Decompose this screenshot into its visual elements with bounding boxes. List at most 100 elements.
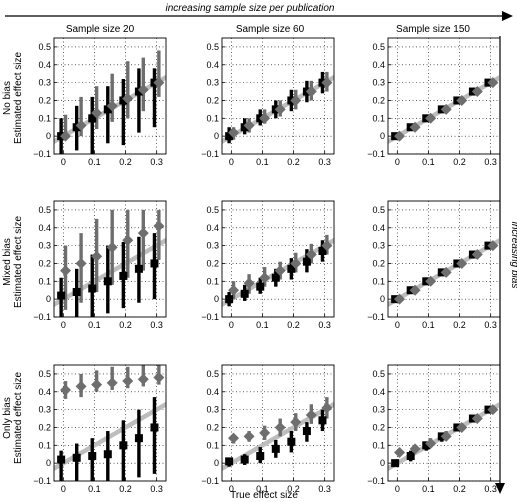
- y-tick-label: 0.4: [38, 223, 51, 233]
- panel-r1-c1: −0.1 0 0.1 0.2 0.3 0.4 0.5 0 0.1 0.2 0.3: [33, 37, 167, 167]
- gray-point: [487, 404, 499, 416]
- identity-line: [222, 402, 334, 471]
- gray-point: [274, 103, 286, 115]
- gray-point: [259, 112, 271, 124]
- gray-point: [153, 371, 165, 383]
- black-point: [103, 277, 112, 286]
- x-tick-label: 0.2: [119, 484, 132, 494]
- black-point: [150, 259, 159, 268]
- y-tick-label: 0: [380, 294, 385, 304]
- black-point: [240, 455, 249, 464]
- gray-point: [243, 119, 255, 131]
- gray-point: [440, 266, 452, 278]
- identity-line: [54, 402, 166, 471]
- gray-point: [394, 446, 406, 458]
- y-tick-label: −0.1: [201, 476, 219, 486]
- gray-point: [305, 86, 317, 98]
- gray-point: [122, 234, 134, 246]
- y-tick-label: −0.1: [201, 312, 219, 322]
- black-point: [318, 246, 327, 255]
- black-point: [302, 257, 311, 266]
- x-tick-label: 0: [395, 484, 400, 494]
- gray-point: [91, 107, 103, 119]
- ylabel-row-2: Estimated effect size: [13, 216, 24, 309]
- y-tick-label: 0.2: [372, 95, 385, 105]
- x-tick-label: 0: [61, 157, 66, 167]
- gray-point: [137, 227, 149, 239]
- gray-point: [60, 265, 72, 277]
- y-tick-label: 0: [380, 458, 385, 468]
- y-tick-label: −0.1: [367, 149, 385, 159]
- gray-point: [409, 284, 421, 296]
- column-title-sample-20: Sample size 20: [66, 24, 135, 35]
- black-point: [302, 427, 311, 436]
- black-point: [406, 452, 415, 461]
- y-tick-label: 0.3: [38, 78, 51, 88]
- x-tick-label: 0.1: [88, 484, 101, 494]
- x-tick-label: 0.2: [287, 484, 300, 494]
- y-tick-label: −0.1: [33, 476, 51, 486]
- panel-plot-area: [54, 209, 166, 317]
- panel-frame: [387, 200, 501, 318]
- column-title-sample-60: Sample size 60: [236, 24, 305, 35]
- y-tick-label: 0.4: [206, 223, 219, 233]
- gray-point: [487, 77, 499, 89]
- x-tick-label: 0.2: [119, 157, 132, 167]
- x-tick-label: 0.1: [256, 484, 269, 494]
- side-arrow-head: [495, 483, 505, 494]
- x-tick-label: 0: [395, 320, 400, 330]
- black-point: [88, 284, 97, 293]
- y-tick-label: 0.5: [372, 205, 385, 215]
- gray-point: [425, 438, 437, 450]
- x-axis-label: True effect size: [230, 490, 298, 501]
- gray-point: [290, 94, 302, 106]
- x-tick-label: 0.1: [88, 320, 101, 330]
- y-tick-label: 0.5: [372, 369, 385, 379]
- identity-line: [54, 238, 166, 307]
- row-title-only-bias: Only bias: [2, 397, 13, 439]
- black-point: [134, 87, 143, 96]
- gray-point: [274, 421, 286, 433]
- gray-point: [487, 240, 499, 252]
- y-tick-label: −0.1: [33, 149, 51, 159]
- gray-point: [122, 93, 134, 105]
- y-tick-label: 0.5: [206, 205, 219, 215]
- y-tick-label: −0.1: [367, 476, 385, 486]
- x-tick-label: 0.2: [453, 484, 466, 494]
- panels-group: −0.1 0 0.1 0.2 0.3 0.4 0.5 0 0.1 0.2 0.3 −0.1 0 0.1 0.…: [33, 37, 501, 494]
- y-tick-label: −0.1: [367, 312, 385, 322]
- panel-r3-c1: −0.1 0 0.1 0.2 0.3 0.4 0.5 0 0.1 0.2 0.3: [33, 364, 167, 494]
- y-tick-label: 0.1: [206, 113, 219, 123]
- gray-point: [106, 377, 118, 389]
- x-tick-label: 0: [229, 484, 234, 494]
- panel-frame: [387, 37, 501, 155]
- ylabel-row-1: Estimated effect size: [13, 52, 24, 145]
- gray-point: [153, 77, 165, 89]
- x-tick-label: 0.3: [150, 484, 163, 494]
- x-tick-label: 0.1: [256, 157, 269, 167]
- gray-point: [321, 77, 333, 89]
- y-tick-label: 0.3: [206, 405, 219, 415]
- x-tick-label: 0.3: [484, 484, 497, 494]
- y-tick-label: 0.3: [372, 78, 385, 88]
- y-tick-label: 0.3: [206, 78, 219, 88]
- x-tick-label: 0.3: [150, 320, 163, 330]
- gray-point: [394, 293, 406, 305]
- panel-r3-c2: −0.1 0 0.1 0.2 0.3 0.4 0.5 0 0.1 0.2 0.3: [201, 364, 335, 494]
- panel-r1-c2: −0.1 0 0.1 0.2 0.3 0.4 0.5 0 0.1 0.2 0.3: [201, 37, 335, 167]
- gray-point: [440, 430, 452, 442]
- x-tick-label: 0.2: [287, 320, 300, 330]
- y-tick-label: 0.4: [372, 223, 385, 233]
- black-point: [119, 441, 128, 450]
- x-tick-label: 0.3: [484, 157, 497, 167]
- black-point: [225, 457, 234, 466]
- x-tick-label: 0.2: [453, 157, 466, 167]
- y-tick-label: 0.1: [38, 276, 51, 286]
- y-tick-label: 0.4: [206, 60, 219, 70]
- gray-point: [425, 275, 437, 287]
- x-tick-label: 0.3: [150, 157, 163, 167]
- panel-plot-area: [222, 71, 334, 144]
- gray-point: [106, 241, 118, 253]
- panel-r3-c3: −0.1 0 0.1 0.2 0.3 0.4 0.5 0 0.1 0.2 0.3: [367, 364, 501, 494]
- gray-point: [274, 265, 286, 277]
